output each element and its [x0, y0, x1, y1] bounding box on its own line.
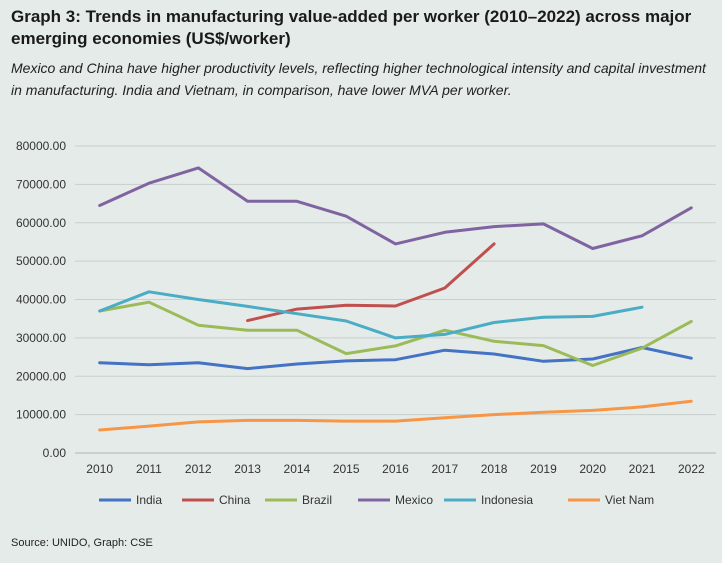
series-lines — [98, 166, 693, 432]
series-line-viet-nam — [98, 399, 693, 432]
x-tick-label: 2012 — [185, 462, 212, 476]
x-tick-label: 2013 — [234, 462, 261, 476]
y-tick-label: 80000.00 — [16, 139, 66, 153]
legend-item-indonesia: Indonesia — [444, 493, 533, 507]
series-line-china — [246, 242, 496, 323]
series-line-india — [98, 346, 693, 371]
y-tick-label: 10000.00 — [16, 408, 66, 422]
legend-label: India — [136, 493, 162, 507]
x-tick-label: 2016 — [382, 462, 409, 476]
x-tick-label: 2018 — [481, 462, 508, 476]
y-tick-label: 30000.00 — [16, 331, 66, 345]
y-tick-label: 50000.00 — [16, 254, 66, 268]
legend-item-brazil: Brazil — [265, 493, 332, 507]
legend-item-india: India — [99, 493, 162, 507]
gridlines — [75, 145, 716, 454]
x-tick-label: 2020 — [579, 462, 606, 476]
x-tick-label: 2017 — [431, 462, 458, 476]
x-tick-label: 2015 — [333, 462, 360, 476]
x-tick-label: 2019 — [530, 462, 557, 476]
legend-label: China — [219, 493, 251, 507]
y-tick-label: 40000.00 — [16, 293, 66, 307]
legend-item-mexico: Mexico — [358, 493, 433, 507]
x-tick-label: 2021 — [629, 462, 656, 476]
chart-title: Graph 3: Trends in manufacturing value-a… — [11, 7, 692, 48]
legend-item-china: China — [182, 493, 251, 507]
y-tick-label: 0.00 — [43, 446, 67, 460]
x-tick-label: 2010 — [86, 462, 113, 476]
y-tick-label: 70000.00 — [16, 177, 66, 191]
series-line-indonesia — [98, 290, 644, 340]
x-tick-label: 2011 — [136, 462, 162, 476]
y-tick-label: 60000.00 — [16, 216, 66, 230]
y-axis-ticks: 0.00 10000.00 20000.00 30000.00 40000.00 5000… — [16, 139, 66, 460]
x-tick-label: 2022 — [678, 462, 705, 476]
y-tick-label: 20000.00 — [16, 369, 66, 383]
x-axis-ticks: 2010 2011 2012 2013 2014 2015 2016 2017 2018 2019… — [86, 462, 705, 476]
chart-subtitle: Mexico and China have higher productivit… — [11, 60, 706, 98]
legend-label: Viet Nam — [605, 493, 654, 507]
x-tick-label: 2014 — [284, 462, 311, 476]
legend-label: Brazil — [302, 493, 332, 507]
series-line-mexico — [98, 166, 693, 250]
source-note: Source: UNIDO, Graph: CSE — [11, 537, 153, 549]
legend-label: Indonesia — [481, 493, 533, 507]
legend-item-viet-nam: Viet Nam — [568, 493, 654, 507]
legend: India China Brazil Mexico Indonesia Viet Nam — [99, 493, 654, 507]
legend-label: Mexico — [395, 493, 433, 507]
series-line-brazil — [98, 300, 693, 367]
